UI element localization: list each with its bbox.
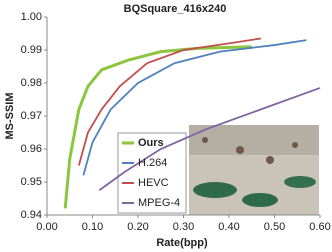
- y-tick-label: 0.94: [21, 209, 42, 221]
- x-tick-label: 0.40: [218, 221, 239, 233]
- y-tick-label: 1.00: [21, 11, 42, 23]
- legend-box: [117, 132, 187, 214]
- y-tick-label: 0.96: [21, 143, 42, 155]
- x-tick-label: 0.00: [36, 221, 57, 233]
- x-tick-label: 0.60: [309, 221, 330, 233]
- y-axis-label: MS-SSIM: [4, 92, 16, 139]
- legend-label: H.264: [138, 157, 167, 169]
- x-axis-label: Rate(bpp): [156, 237, 208, 249]
- x-tick-label: 0.30: [173, 221, 194, 233]
- legend-label: HEVC: [138, 177, 169, 189]
- x-tick-label: 0.20: [127, 221, 148, 233]
- x-tick-label: 0.50: [264, 221, 285, 233]
- x-tick-label: 0.10: [82, 221, 103, 233]
- series-line: [98, 87, 321, 191]
- y-tick-label: 0.95: [21, 176, 42, 188]
- y-tick-label: 0.98: [21, 77, 42, 89]
- series-line: [77, 37, 261, 166]
- inset-photo: [189, 125, 319, 215]
- legend-label: MPEG-4: [138, 197, 180, 209]
- chart-title: BQSquare_416x240: [124, 3, 227, 15]
- legend-label: Ours: [138, 137, 164, 149]
- y-tick-label: 0.97: [21, 110, 42, 122]
- series-line: [82, 39, 307, 176]
- y-tick-label: 0.99: [21, 44, 42, 56]
